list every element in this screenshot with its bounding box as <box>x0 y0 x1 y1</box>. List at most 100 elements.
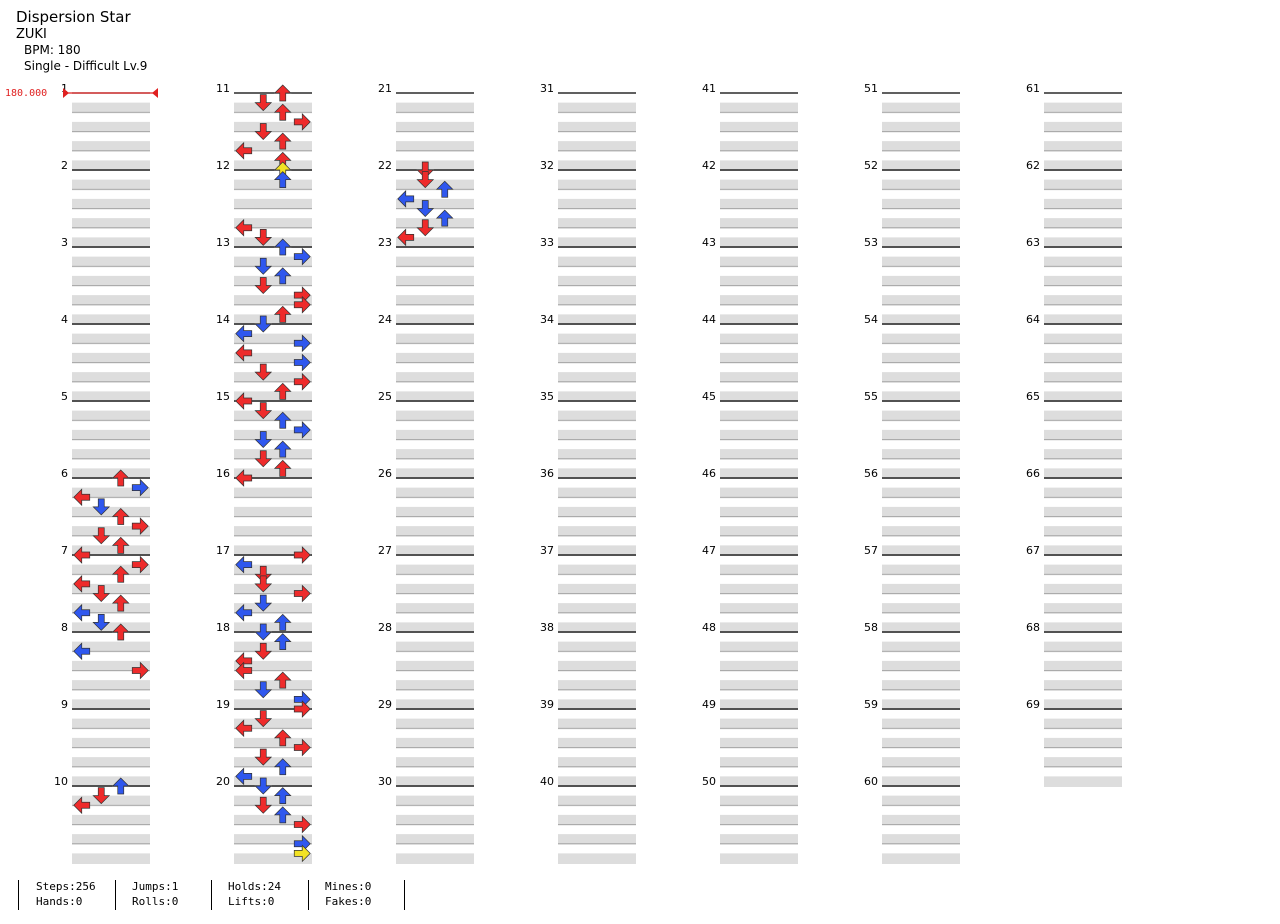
beat-band <box>396 429 474 441</box>
measure-number: 42 <box>702 159 716 172</box>
measure-number: 25 <box>378 390 392 403</box>
beat-band <box>558 256 636 268</box>
beat-band <box>558 603 636 614</box>
beat-band <box>72 237 150 248</box>
beat-band <box>234 102 312 114</box>
arrow-right-icon <box>293 700 311 718</box>
arrow-left-icon <box>73 546 91 564</box>
arrow-shape <box>235 555 253 574</box>
arrow-down-icon <box>254 623 273 641</box>
measure-number: 56 <box>864 467 878 480</box>
arrow-shape <box>131 661 149 680</box>
beat-band <box>72 680 150 691</box>
measure-54: 54 <box>864 313 960 402</box>
beat-band <box>1044 757 1122 768</box>
measure-number: 28 <box>378 621 392 634</box>
arrow-right-icon <box>131 517 149 535</box>
beat-band <box>72 699 150 710</box>
beat-band <box>72 275 150 287</box>
arrow-up-icon <box>111 469 130 487</box>
measure-number: 5 <box>61 390 68 403</box>
arrow-shape <box>235 344 253 362</box>
measure-number: 58 <box>864 621 878 634</box>
measure-number: 8 <box>61 621 68 634</box>
beat-band <box>72 776 150 787</box>
beat-band <box>396 410 474 422</box>
beat-band <box>72 295 150 306</box>
measure-number: 41 <box>702 82 716 95</box>
measure-50: 50 <box>702 775 798 864</box>
arrow-up-icon <box>273 459 292 477</box>
beat-band <box>882 391 960 402</box>
arrow-shape <box>254 450 273 468</box>
arrow-shape <box>397 228 415 247</box>
beat-band <box>558 237 636 248</box>
beat-band <box>1044 237 1122 248</box>
arrow-shape <box>273 806 292 824</box>
arrow-shape <box>397 190 415 208</box>
arrow-shape <box>131 555 149 574</box>
beat-band <box>558 141 636 152</box>
beat-band <box>234 814 312 826</box>
arrow-left-icon <box>235 767 253 786</box>
beat-band <box>72 795 150 807</box>
beat-band <box>882 737 960 749</box>
stat-mines: Mines:0 <box>325 880 372 893</box>
measure-2: 2 <box>61 159 150 248</box>
arrow-shape <box>435 209 454 227</box>
beat-band <box>396 545 474 556</box>
measure-number: 13 <box>216 236 230 249</box>
beat-band <box>234 179 312 191</box>
arrow-shape <box>111 565 130 583</box>
beat-band <box>882 179 960 191</box>
measure-number: 53 <box>864 236 878 249</box>
beat-band <box>396 622 474 633</box>
beat-band <box>396 699 474 710</box>
arrow-up-icon <box>111 777 130 795</box>
arrow-shape <box>273 671 292 689</box>
arrow-up-icon <box>273 758 292 776</box>
arrow-up-icon <box>273 382 292 400</box>
beat-band <box>882 141 960 152</box>
arrow-shape <box>273 729 292 747</box>
arrow-down-icon <box>254 565 273 583</box>
arrow-shape <box>131 517 149 535</box>
stat-steps: Steps:256 <box>36 880 96 893</box>
arrow-shape <box>293 738 311 757</box>
beat-band <box>234 218 312 229</box>
measure-number: 59 <box>864 698 878 711</box>
beat-band <box>558 564 636 576</box>
beat-band <box>558 275 636 287</box>
measure-5: 5 <box>61 390 150 479</box>
measure-number: 36 <box>540 467 554 480</box>
beat-band <box>1044 660 1122 672</box>
step-chart: 1234567891011121314151617181920212223242… <box>54 82 1122 864</box>
beat-band <box>558 660 636 672</box>
measure-1: 1 <box>61 82 150 171</box>
measure-25: 25 <box>378 390 474 479</box>
arrow-up-icon <box>273 613 292 631</box>
arrow-up-icon <box>111 508 130 525</box>
beat-band <box>558 179 636 191</box>
arrow-shape <box>73 796 91 815</box>
beat-band <box>234 853 312 864</box>
beat-band <box>558 121 636 133</box>
measure-number: 65 <box>1026 390 1040 403</box>
beat-band <box>72 834 150 845</box>
beat-band <box>720 776 798 787</box>
arrow-shape <box>254 796 273 814</box>
measure-68: 68 <box>1026 621 1122 710</box>
beat-band <box>72 121 150 133</box>
measure-number: 23 <box>378 236 392 249</box>
measure-62: 62 <box>1026 159 1122 248</box>
arrow-down-icon <box>254 431 273 448</box>
arrow-left-icon <box>235 344 253 362</box>
beat-band <box>234 583 312 595</box>
measure-38: 38 <box>540 621 636 710</box>
beat-band <box>720 121 798 133</box>
arrow-left-icon <box>235 603 253 622</box>
arrow-down-icon <box>254 315 273 333</box>
measure-number: 54 <box>864 313 878 326</box>
measure-number: 20 <box>216 775 230 788</box>
beat-band <box>396 660 474 672</box>
